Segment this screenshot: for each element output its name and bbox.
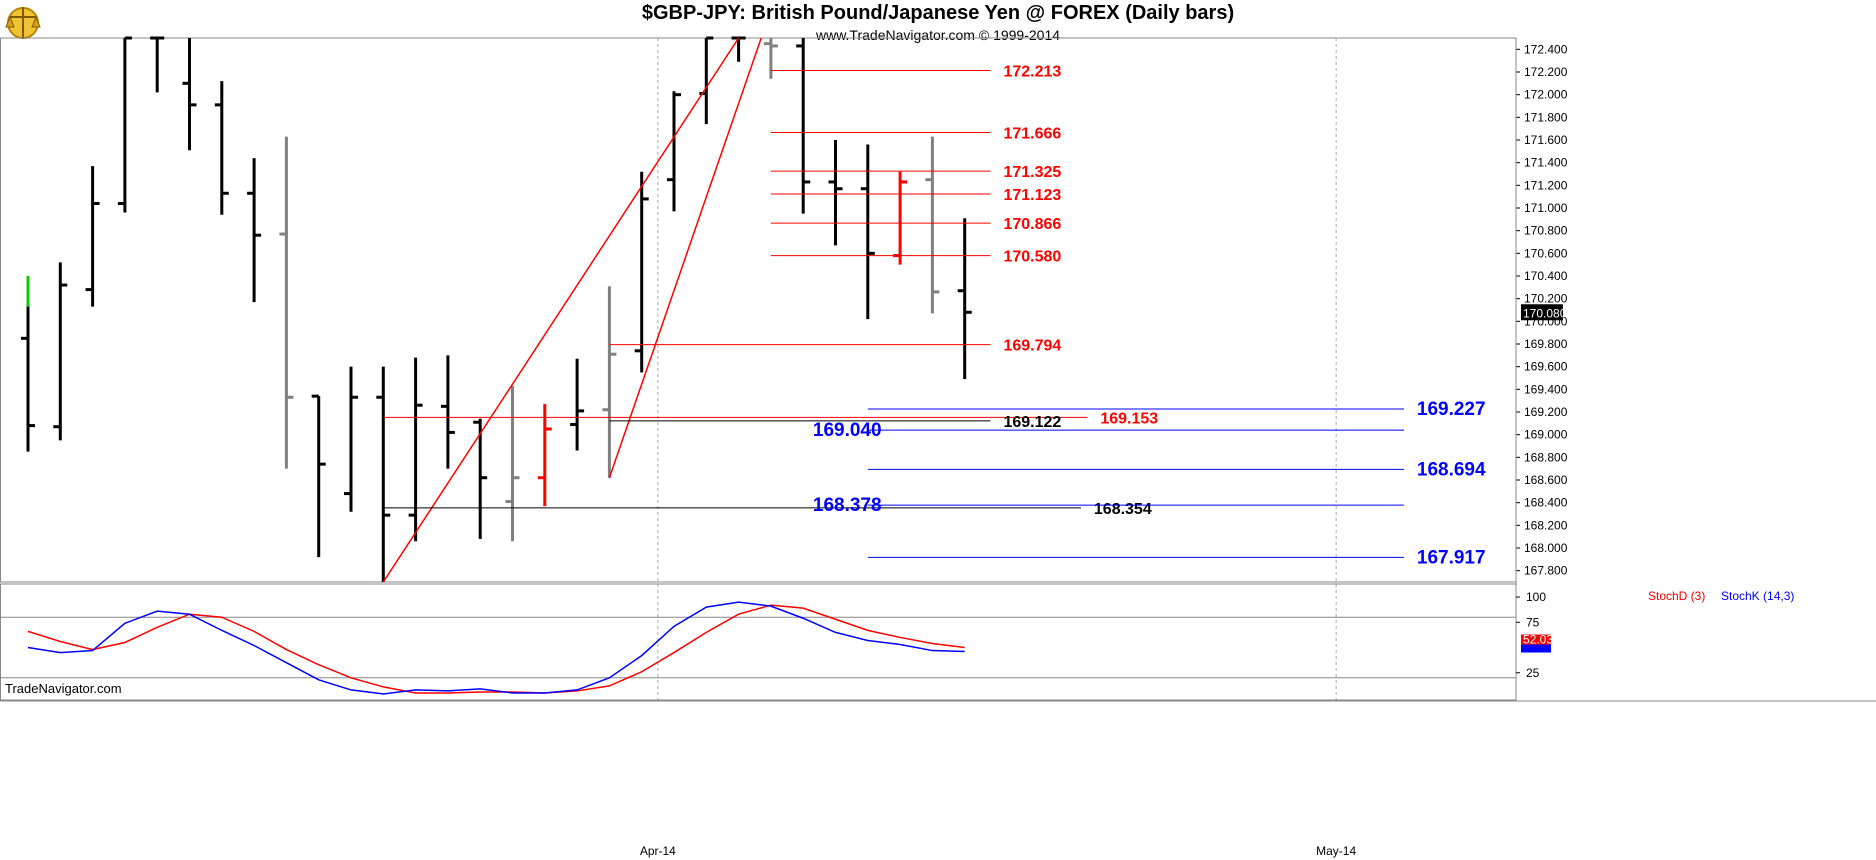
y-tick-label: 172.200 [1524, 65, 1568, 79]
y-tick-label: 170.800 [1524, 224, 1568, 238]
stoch-last-label: 52.03 [1523, 633, 1553, 647]
stoch-legend-item: StochK (14,3) [1721, 589, 1794, 603]
level-label: 170.580 [1003, 249, 1061, 266]
y-tick-label: 169.200 [1524, 405, 1568, 419]
level-label: 169.794 [1003, 338, 1061, 355]
y-tick-label: 170.200 [1524, 292, 1568, 306]
chart-title: $GBP-JPY: British Pound/Japanese Yen @ F… [641, 2, 1235, 24]
y-tick-label: 169.400 [1524, 382, 1568, 396]
stoch-legend-item: StochD (3) [1648, 589, 1705, 603]
y-tick-label: 168.200 [1524, 518, 1568, 532]
y-tick-label: 171.200 [1524, 178, 1568, 192]
x-tick-label: May-14 [1316, 844, 1356, 858]
level-label: 168.694 [1417, 459, 1486, 480]
y-tick-label: 168.000 [1524, 541, 1568, 555]
y-tick-label: 172.400 [1524, 42, 1568, 56]
y-tick-label: 171.000 [1524, 201, 1568, 215]
level-label: 170.866 [1003, 216, 1061, 233]
y-tick-label: 169.600 [1524, 360, 1568, 374]
y-tick-label: 169.000 [1524, 428, 1568, 442]
level-label: 171.666 [1003, 126, 1061, 143]
y-tick-label: 171.600 [1524, 133, 1568, 147]
level-label: 171.123 [1003, 187, 1061, 204]
level-label: 169.227 [1417, 399, 1486, 420]
level-label: 167.917 [1417, 547, 1486, 568]
stoch-panel-frame [0, 583, 1517, 701]
price-panel-frame [0, 37, 1517, 583]
level-label: 169.040 [813, 420, 882, 441]
stoch-y-tick-label: 100 [1526, 590, 1546, 604]
y-tick-label: 169.800 [1524, 337, 1568, 351]
watermark: TradeNavigator.com [5, 681, 122, 696]
y-tick-label: 171.400 [1524, 156, 1568, 170]
y-tick-label: 171.800 [1524, 110, 1568, 124]
y-tick-label: 170.400 [1524, 269, 1568, 283]
stoch-y-tick-label: 25 [1526, 666, 1540, 680]
stoch-last-box-2 [1521, 644, 1551, 653]
y-tick-label: 172.000 [1524, 88, 1568, 102]
level-label: 168.378 [813, 495, 882, 516]
last-price-box [1521, 304, 1563, 321]
trendline [608, 37, 762, 478]
level-label: 171.325 [1003, 164, 1061, 181]
chart-subtitle: www.TradeNavigator.com © 1999-2014 [815, 27, 1061, 43]
stoch-last-box [1521, 634, 1551, 645]
stoch-y-tick-label: 75 [1526, 615, 1540, 629]
x-tick-label: Apr-14 [640, 844, 676, 858]
stoch-series-line [27, 604, 965, 694]
y-tick-label: 167.800 [1524, 564, 1568, 578]
y-tick-label: 168.800 [1524, 450, 1568, 464]
last-price-label: 170.080 [1523, 306, 1567, 320]
level-label: 169.153 [1100, 410, 1158, 427]
y-tick-label: 168.600 [1524, 473, 1568, 487]
level-label: 168.354 [1094, 501, 1152, 518]
y-tick-label: 168.400 [1524, 496, 1568, 510]
level-label: 172.213 [1003, 64, 1061, 81]
stoch-series-line [27, 601, 965, 695]
y-tick-label: 170.600 [1524, 246, 1568, 260]
level-label: 169.122 [1003, 414, 1061, 431]
trendline [382, 37, 740, 583]
